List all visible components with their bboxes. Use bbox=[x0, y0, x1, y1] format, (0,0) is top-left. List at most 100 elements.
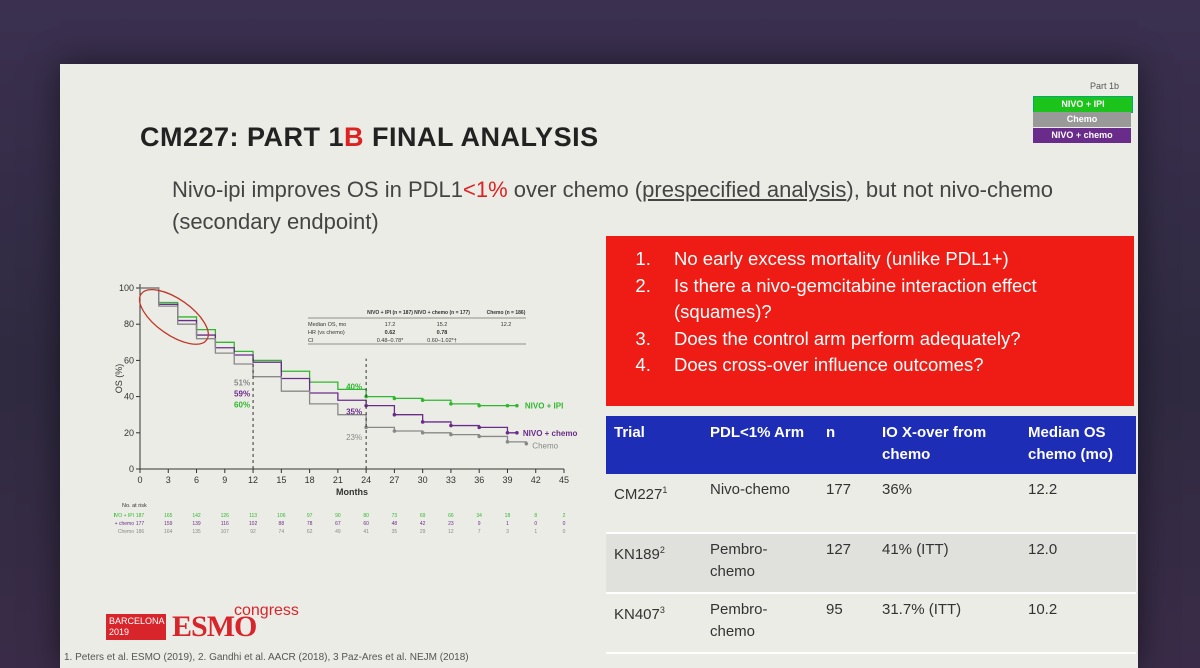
cell-os: 10.2 bbox=[1020, 593, 1136, 654]
x-tick-label: 27 bbox=[389, 475, 399, 485]
legend-nivo-chemo: NIVO + chemo bbox=[1033, 128, 1131, 143]
risk-value: 159 bbox=[164, 521, 173, 527]
risk-value: 126 bbox=[221, 513, 230, 519]
question-item: Does cross-over influence outcomes? bbox=[656, 352, 1134, 379]
risk-value: 18 bbox=[505, 513, 511, 519]
risk-value: 7 bbox=[478, 529, 481, 535]
x-tick-label: 12 bbox=[248, 475, 258, 485]
esmo-congress: congress bbox=[234, 602, 299, 619]
cell-xover: 36% bbox=[874, 474, 1020, 534]
risk-value: 1 bbox=[534, 529, 537, 535]
x-tick-label: 39 bbox=[502, 475, 512, 485]
esmo-barcelona-box: BARCELONA 2019 bbox=[106, 614, 166, 640]
series-marker bbox=[364, 403, 368, 408]
risk-value: 116 bbox=[221, 521, 229, 527]
risk-value: 165 bbox=[164, 513, 173, 519]
x-tick-label: 6 bbox=[194, 475, 199, 485]
risk-value: 106 bbox=[277, 513, 286, 519]
y-tick-label: 20 bbox=[124, 428, 134, 438]
series-line-2 bbox=[140, 287, 527, 444]
series-marker bbox=[449, 423, 453, 428]
landmark-label-24: 35% bbox=[346, 408, 362, 417]
end-label: NIVO + chemo bbox=[523, 429, 578, 438]
risk-value: 42 bbox=[420, 521, 426, 527]
risk-value: 3 bbox=[506, 529, 509, 535]
cell-xover: 31.7% (ITT) bbox=[874, 593, 1020, 654]
risk-value: 29 bbox=[420, 529, 426, 535]
question-item: No early excess mortality (unlike PDL1+) bbox=[656, 246, 1134, 273]
col-header: IO X-over from chemo bbox=[874, 416, 1020, 474]
x-tick-label: 33 bbox=[446, 475, 456, 485]
x-tick-label: 45 bbox=[559, 475, 569, 485]
cell-trial: CM2271 bbox=[606, 474, 702, 534]
inset-header: NIVO + chemo (n = 177) bbox=[414, 310, 470, 316]
series-marker bbox=[477, 434, 482, 439]
series-marker bbox=[515, 403, 519, 408]
y-tick-label: 100 bbox=[119, 283, 134, 293]
cell-arm: Pembro-chemo bbox=[702, 593, 818, 654]
risk-arm-label: NIVO + IPI bbox=[114, 513, 134, 519]
col-header: Trial bbox=[606, 416, 702, 474]
risk-value: 67 bbox=[335, 521, 341, 527]
x-tick-label: 15 bbox=[276, 475, 286, 485]
risk-value: 34 bbox=[476, 513, 482, 519]
inset-cell: HR (vs chemo) bbox=[308, 330, 345, 336]
inset-cell: 0.62 bbox=[385, 330, 396, 336]
cell-arm: Nivo-chemo bbox=[702, 474, 818, 534]
y-tick-label: 80 bbox=[124, 319, 134, 329]
slide-title: CM227: PART 1B FINAL ANALYSIS bbox=[140, 122, 599, 152]
inset-header: Chemo (n = 186) bbox=[487, 310, 526, 316]
risk-value: 142 bbox=[192, 513, 201, 519]
table-row: CM2271 Nivo-chemo 177 36% 12.2 bbox=[606, 474, 1136, 534]
risk-value: 102 bbox=[249, 521, 258, 527]
questions-box: No early excess mortality (unlike PDL1+)… bbox=[606, 236, 1134, 406]
x-tick-label: 24 bbox=[361, 475, 371, 485]
series-marker bbox=[505, 403, 510, 408]
risk-value: 69 bbox=[420, 513, 426, 519]
col-header: PDL<1% Arm bbox=[702, 416, 818, 474]
risk-value: 48 bbox=[392, 521, 398, 527]
cell-os: 12.0 bbox=[1020, 533, 1136, 594]
series-line-0 bbox=[140, 287, 517, 407]
risk-arm-label: Chemo bbox=[118, 529, 134, 535]
slide-subtitle: Nivo-ipi improves OS in PDL1<1% over che… bbox=[172, 177, 1054, 234]
risk-arm-label: NIVO + chemo bbox=[114, 521, 134, 527]
risk-value: 0 bbox=[534, 521, 537, 527]
cell-arm: Pembro-chemo bbox=[702, 533, 818, 594]
risk-value: 41 bbox=[363, 529, 369, 535]
risk-value: 0 bbox=[563, 521, 566, 527]
risk-value: 62 bbox=[307, 529, 313, 535]
series-marker bbox=[515, 431, 519, 435]
series-marker bbox=[477, 403, 482, 408]
series-marker bbox=[477, 425, 482, 430]
series-marker bbox=[524, 441, 529, 446]
risk-value: 139 bbox=[192, 521, 201, 527]
landmark-label-12: 59% bbox=[234, 390, 250, 399]
risk-value: 113 bbox=[249, 513, 257, 519]
series-marker bbox=[392, 412, 397, 417]
risk-value: 12 bbox=[448, 529, 454, 535]
risk-value: 0 bbox=[563, 529, 566, 535]
inset-header: NIVO + IPI (n = 187) bbox=[367, 310, 413, 316]
inset-cell: 0.78 bbox=[437, 330, 448, 336]
y-tick-label: 0 bbox=[129, 464, 134, 474]
series-marker bbox=[420, 431, 425, 435]
inset-cell: 0.60–1.02*† bbox=[427, 338, 457, 344]
risk-value: 8 bbox=[534, 513, 537, 519]
risk-value: 80 bbox=[363, 513, 369, 519]
col-header: n bbox=[818, 416, 874, 474]
cell-n: 95 bbox=[818, 593, 874, 654]
series-marker bbox=[420, 420, 425, 424]
table-header-row: Trial PDL<1% Arm n IO X-over from chemo … bbox=[606, 416, 1136, 474]
inset-cell: CI bbox=[308, 338, 314, 344]
risk-value: 2 bbox=[563, 513, 566, 519]
landmark-label-24: 40% bbox=[346, 382, 362, 391]
cell-trial: KN1892 bbox=[606, 533, 702, 594]
series-marker bbox=[392, 429, 397, 433]
x-axis-label: Months bbox=[336, 487, 368, 497]
risk-value: 9 bbox=[478, 521, 481, 527]
table-row: KN1892 Pembro-chemo 127 41% (ITT) 12.0 bbox=[606, 533, 1136, 594]
end-label: NIVO + IPI bbox=[525, 402, 563, 411]
series-marker bbox=[364, 425, 368, 430]
risk-value: 23 bbox=[448, 521, 454, 527]
